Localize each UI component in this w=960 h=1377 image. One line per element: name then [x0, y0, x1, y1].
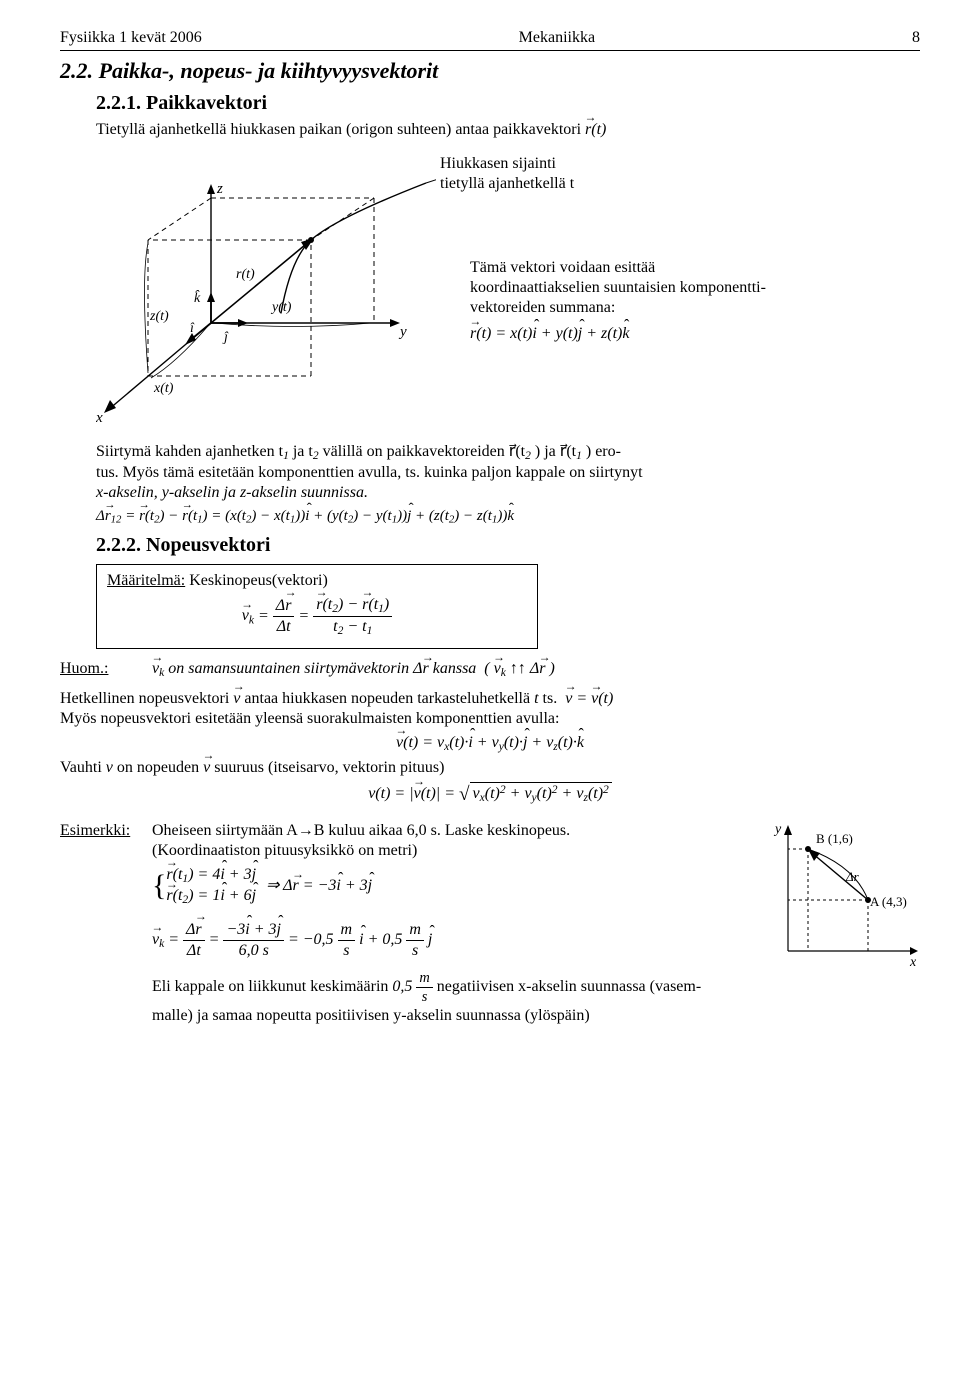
example-l2: (Koordinaatiston pituusyksikkö on metri)	[152, 841, 770, 861]
section-2-2-2-num: 2.2.2.	[96, 534, 141, 556]
note-row: Huom.: vk on samansuuntainen siirtymävek…	[60, 659, 920, 680]
graph-x-label: x	[909, 955, 917, 970]
z-axis-label: z	[216, 181, 223, 197]
disp-p1e: ) ero-	[586, 443, 621, 460]
disp-p1a: Siirtymä kahden ajanhetken t	[96, 443, 283, 460]
definition-label: Määritelmä:	[107, 572, 185, 589]
displacement-equation: Δr12 = r(t2) − r(t1) = (x(t2) − x(t1))i …	[96, 507, 920, 527]
header-center: Mekaniikka	[202, 28, 912, 48]
section-main-text: Paikka-, nopeus- ja kiihtyvyysvektorit	[99, 58, 439, 83]
position-vector-diagram: Hiukkasen sijainti tietyllä ajanhetkellä…	[60, 148, 920, 438]
y-axis-label: y	[398, 324, 407, 340]
section-2-2-1-text: Paikkavektori	[146, 92, 267, 114]
example-system: { r(t1) = 4i + 3j r(t2) = 1i + 6j ⇒ Δr =…	[152, 865, 770, 908]
note-label: Huom.:	[60, 659, 152, 680]
header-left: Fysiikka 1 kevät 2006	[60, 28, 202, 48]
disp-p1b: ja t	[293, 443, 313, 460]
zt-label: z(t)	[149, 309, 169, 324]
section-2-2-1-title: 2.2.1. Paikkavektori	[96, 91, 920, 116]
vector-sum-l2: koordinaattiakselien suuntaisien kompone…	[470, 278, 910, 298]
section-main-num: 2.2.	[60, 58, 93, 83]
section-2-2-1-num: 2.2.1.	[96, 92, 141, 114]
yt-label: y(t)	[270, 300, 292, 315]
example-concl-a: Eli kappale on liikkunut keskimäärin	[152, 978, 388, 995]
graph-B-label: B (1,6)	[816, 831, 853, 846]
graph-y-label: y	[773, 822, 782, 837]
example-vk-eq: vk = ΔrΔt = −3i + 3j6,0 s = −0,5 ms i + …	[152, 920, 770, 961]
definition-text: Keskinopeus(vektori)	[189, 572, 328, 589]
speed-equation: v(t) = |v(t)| = √vx(t)2 + vy(t)2 + vz(t)…	[60, 782, 920, 807]
note-text: vk on samansuuntainen siirtymävektorin Δ…	[152, 659, 555, 680]
velocity-components-eq: v(t) = vx(t)·i + vy(t)·j + vz(t)·k	[60, 733, 920, 754]
section-2-2-2-title: 2.2.2. Nopeusvektori	[96, 533, 920, 558]
k-hat-label: k̂	[194, 289, 201, 306]
example-graph: x y B (1,6) A (4,3) Δr⃗	[770, 821, 920, 1026]
example-l1: Oheiseen siirtymään A→B kuluu aikaa 6,0 …	[152, 821, 770, 841]
vector-sum-eq: r(t) = x(t)i + y(t)j + z(t)k	[470, 324, 910, 344]
intro-paragraph: Tietyllä ajanhetkellä hiukkasen paikan (…	[96, 120, 920, 140]
diagram-svg: z y x k̂ ĵ î z(t) y(t)	[96, 178, 436, 428]
speed-paragraph: Vauhti v on nopeuden v suuruus (itseisar…	[60, 758, 920, 778]
example-label: Esimerkki:	[60, 821, 152, 1026]
header-right: 8	[912, 28, 920, 48]
i-hat-label: î	[190, 321, 195, 336]
example-row: Esimerkki: Oheiseen siirtymään A→B kuluu…	[60, 821, 920, 1026]
disp-p2: tus. Myös tämä esitetään komponenttien a…	[96, 464, 643, 481]
example-conclusion: Eli kappale on liikkunut keskimäärin 0,5…	[152, 969, 770, 1026]
callout: Hiukkasen sijainti tietyllä ajanhetkellä…	[440, 154, 574, 194]
disp-p1c: välillä on paikkavektoreiden r⃗(t	[323, 443, 526, 460]
inst-l2: Myös nopeusvektori esitetään yleensä suo…	[60, 710, 559, 727]
vector-sum-text: Tämä vektori voidaan esittää koordinaatt…	[470, 258, 910, 344]
xt-label: x(t)	[153, 381, 174, 396]
page-header: Fysiikka 1 kevät 2006 Mekaniikka 8	[60, 28, 920, 51]
section-main-title: 2.2. Paikka-, nopeus- ja kiihtyvyysvekto…	[60, 57, 920, 85]
vector-sum-l1: Tämä vektori voidaan esittää	[470, 258, 910, 278]
rt-label: r(t)	[236, 267, 255, 282]
graph-A-label: A (4,3)	[870, 894, 907, 909]
disp-p3: x-akselin, y-akselin ja z-akselin suunni…	[96, 484, 368, 501]
displacement-paragraph: Siirtymä kahden ajanhetken t1 ja t2 väli…	[96, 442, 920, 503]
section-2-2-2-text: Nopeusvektori	[146, 534, 270, 556]
definition-box: Määritelmä: Keskinopeus(vektori) vk = Δr…	[96, 564, 538, 650]
callout-line2: tietyllä ajanhetkellä t	[440, 174, 574, 194]
graph-dr-label: Δr⃗	[845, 869, 869, 884]
instantaneous-paragraph: Hetkellinen nopeusvektori v antaa hiukka…	[60, 689, 920, 729]
x-axis-label: x	[96, 410, 103, 426]
callout-line1: Hiukkasen sijainti	[440, 154, 574, 174]
disp-p1d: ) ja r⃗(t	[535, 443, 576, 460]
intro-text: Tietyllä ajanhetkellä hiukkasen paikan (…	[96, 121, 581, 138]
definition-equation: vk = ΔrΔt = r(t2) − r(t1)t2 − t1	[107, 595, 527, 639]
example-concl-c: negatiivisen x-akselin suunnassa (vasem-	[437, 978, 701, 995]
j-hat-label: ĵ	[222, 330, 229, 345]
vector-sum-l3: vektoreiden summana:	[470, 298, 910, 318]
intro-math: r(t)	[585, 121, 606, 138]
example-concl-d: malle) ja samaa nopeutta positiivisen y-…	[152, 1007, 590, 1024]
example-body: Oheiseen siirtymään A→B kuluu aikaa 6,0 …	[152, 821, 770, 1026]
